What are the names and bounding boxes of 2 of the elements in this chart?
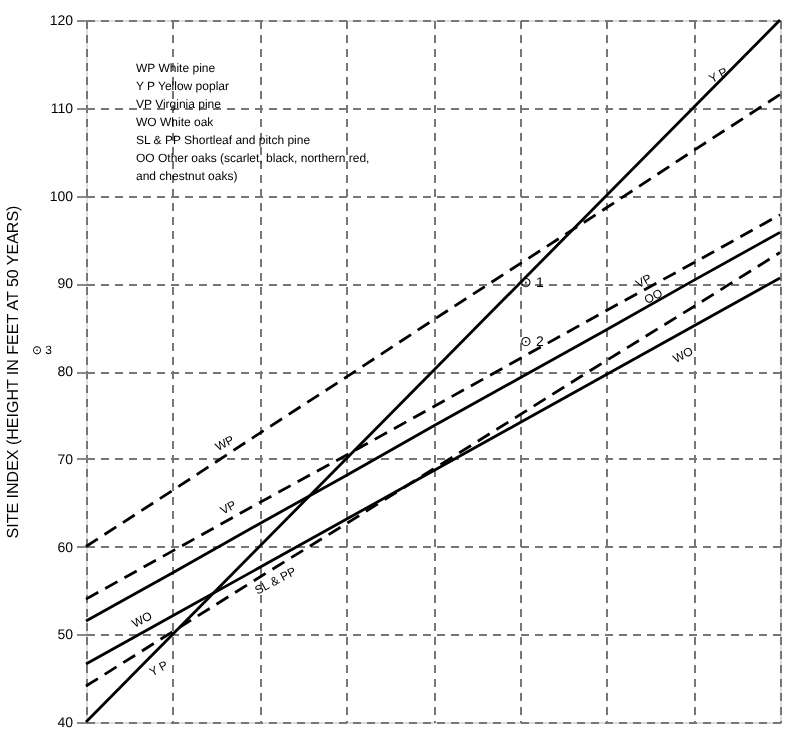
line-series — [84, 18, 782, 724]
y-axis-title: SITE INDEX (HEIGHT IN FEET AT 50 YEARS) — [3, 204, 22, 539]
